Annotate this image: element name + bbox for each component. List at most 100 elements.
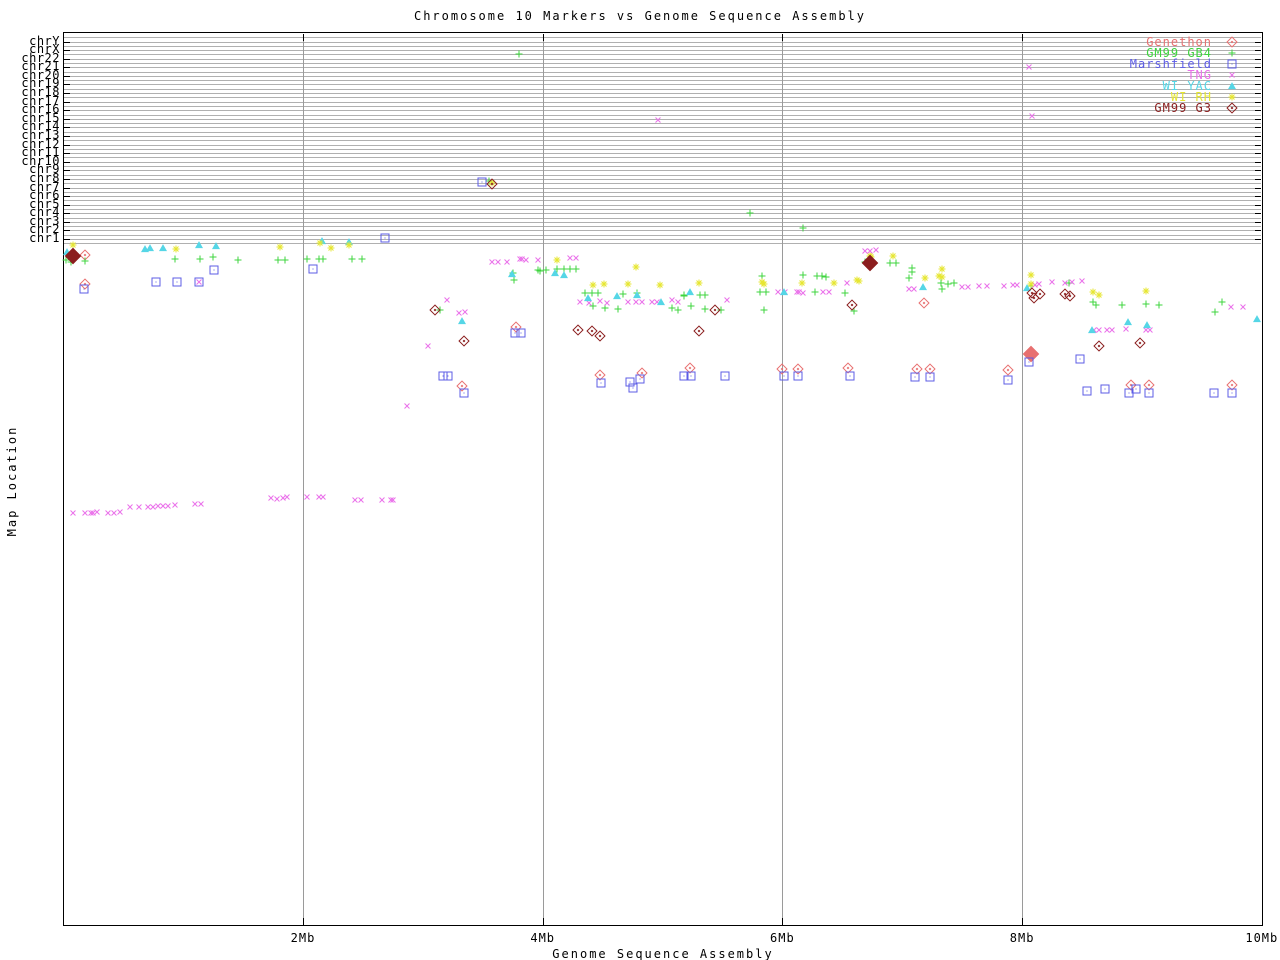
chromosome-band-line: [64, 127, 1261, 129]
data-point: [746, 209, 754, 217]
data-point: [345, 241, 352, 249]
data-point: [1082, 386, 1092, 396]
data-point: [756, 288, 764, 296]
y-tick-right: [1255, 118, 1261, 120]
x-tick-top: [782, 34, 784, 41]
chromosome-band-line: [64, 230, 1261, 232]
data-point: [850, 307, 858, 315]
x-tick-label: 6Mb: [770, 931, 795, 945]
y-tick-left: [64, 187, 70, 189]
chromosome-label-chr7: chr7: [29, 179, 60, 194]
data-point: [701, 291, 708, 299]
chromosome-band-line: [64, 226, 1261, 228]
data-point: [1227, 388, 1237, 398]
y-tick-left: [64, 118, 70, 120]
chromosome-label-chrY: chrY: [29, 33, 60, 48]
x-tick-top: [1261, 34, 1263, 41]
data-point: [635, 374, 645, 384]
data-point: [625, 377, 635, 387]
data-point: [1123, 318, 1132, 326]
y-tick-left: [64, 75, 70, 77]
chromosome-band-line: [64, 105, 1261, 107]
chromosome-band-line: [64, 93, 1261, 94]
data-point: [274, 256, 282, 264]
y-tick-right: [1255, 221, 1261, 223]
chromosome-label-chr10: chr10: [21, 153, 60, 168]
chromosome-band-line: [64, 166, 1261, 167]
chromosome-band-line: [64, 114, 1261, 116]
data-point: [717, 306, 725, 314]
data-point: [613, 292, 621, 300]
data-point: [925, 372, 935, 382]
data-point: [813, 272, 821, 280]
x-tick-top: [542, 34, 544, 41]
data-point: [194, 241, 203, 249]
chromosome-band-line: [64, 144, 1261, 146]
data-point: [1142, 320, 1151, 328]
data-point: [657, 298, 666, 306]
data-point: [1075, 354, 1085, 364]
data-point: [811, 288, 819, 296]
data-point: [510, 276, 518, 284]
y-tick-right: [1255, 110, 1261, 112]
chromosome-label-chr21: chr21: [21, 59, 60, 74]
y-tick-right: [1255, 187, 1261, 189]
data-point: [1218, 298, 1226, 306]
data-point: [151, 277, 161, 287]
y-tick-right: [1255, 67, 1261, 69]
data-point: [938, 265, 946, 273]
chromosome-band-line: [64, 41, 1261, 43]
chromosome-label-chr3: chr3: [29, 213, 60, 228]
chromosome-band-line: [64, 161, 1261, 163]
data-point: [886, 259, 894, 267]
data-point: [234, 256, 242, 264]
data-point: [1144, 388, 1154, 398]
chromosome-label-chr22: chr22: [21, 50, 60, 65]
data-point: [550, 269, 559, 277]
y-tick-left: [64, 41, 70, 43]
data-point: [542, 266, 550, 274]
y-tick-left: [64, 144, 70, 146]
y-tick-left: [64, 230, 70, 232]
y-tick-left: [64, 84, 70, 86]
chromosome-band-line: [64, 153, 1261, 155]
chromosome-band-line: [64, 63, 1261, 64]
data-point: [316, 239, 324, 247]
data-point: [145, 244, 154, 252]
data-point: [1211, 308, 1219, 316]
data-point: [686, 371, 696, 381]
data-point: [196, 255, 204, 263]
data-point: [656, 281, 664, 289]
data-point: [211, 242, 220, 250]
data-point: [276, 243, 284, 251]
data-point: [679, 371, 689, 381]
data-point: [79, 284, 89, 294]
data-point: [69, 241, 77, 249]
data-point: [1087, 326, 1096, 334]
data-point: [303, 255, 311, 263]
legend-item-label: GM99 GB4: [1146, 46, 1212, 60]
legend-item-label: Marshfield: [1129, 57, 1212, 71]
chromosome-band-line: [64, 148, 1261, 150]
data-point: [308, 264, 318, 274]
chromosome-band-line: [64, 123, 1261, 125]
data-point: [358, 255, 366, 263]
y-tick-right: [1255, 170, 1261, 172]
data-point: [140, 245, 149, 253]
data-point: [327, 244, 335, 252]
data-point: [668, 304, 676, 312]
chart-title: Chromosome 10 Markers vs Genome Sequence…: [413, 9, 866, 23]
data-point: [633, 291, 642, 299]
data-point: [1142, 287, 1149, 295]
data-point: [1142, 300, 1149, 308]
data-point: [62, 256, 70, 264]
data-point: [908, 268, 916, 276]
data-point: [443, 371, 453, 381]
chromosome-band-line: [64, 97, 1261, 99]
data-point: [315, 255, 323, 263]
data-point: [1155, 301, 1163, 309]
data-point: [632, 263, 640, 271]
data-point: [1131, 384, 1141, 394]
chromosome-band-line: [64, 80, 1261, 82]
data-point: [841, 289, 849, 297]
